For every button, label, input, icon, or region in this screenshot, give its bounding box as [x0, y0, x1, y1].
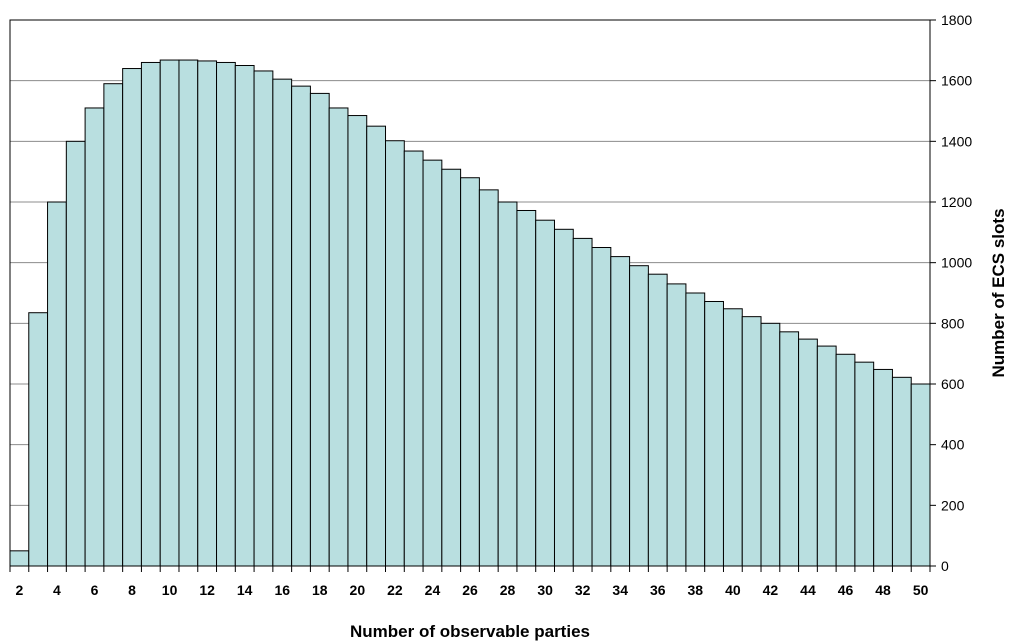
bar-37 [666, 283, 687, 567]
x-tick-label: 42 [763, 582, 779, 598]
bar-13 [216, 61, 236, 567]
bar-31 [553, 228, 574, 567]
bar-45 [816, 345, 837, 567]
y-tick-label: 1800 [941, 12, 972, 28]
bar-17 [291, 85, 311, 567]
bar-20 [347, 115, 368, 567]
bar-44 [798, 338, 818, 567]
bar-2 [9, 550, 30, 567]
y-tick-label: 400 [941, 437, 965, 453]
x-tick-label: 26 [462, 582, 478, 598]
x-tick-label: 24 [425, 582, 441, 598]
x-tick-label: 12 [199, 582, 215, 598]
x-tick-label: 32 [575, 582, 591, 598]
bar-28 [497, 201, 518, 567]
bar-9 [140, 61, 161, 567]
bar-38 [685, 292, 706, 567]
y-tick-label: 1600 [941, 73, 972, 89]
bar-11 [178, 59, 199, 567]
x-tick-label: 38 [688, 582, 704, 598]
bar-26 [460, 177, 480, 567]
x-axis-ticks: 2 4 6 8 10 12 14 16 18 20 22 24 26 28 30 32 34 36 38 40 42 44… [9, 566, 931, 598]
y-tick-label: 600 [941, 376, 965, 392]
bar-43 [779, 331, 800, 567]
bar-47 [854, 361, 875, 567]
y-tick-label: 1200 [941, 194, 972, 210]
bar-4 [47, 201, 67, 567]
bar-8 [122, 68, 142, 567]
x-tick-label: 14 [237, 582, 253, 598]
x-tick-label: 34 [612, 582, 628, 598]
bar-46 [835, 353, 856, 567]
y-axis-ticks: 0 200 400 600 800 1000 1200 1400 1600 1800 [930, 12, 972, 574]
bar-30 [535, 219, 555, 567]
bar-16 [272, 78, 293, 567]
bar-5 [65, 140, 86, 567]
bar-50 [910, 383, 931, 567]
x-tick-label: 28 [500, 582, 516, 598]
x-tick-label: 40 [725, 582, 741, 598]
x-tick-label: 50 [913, 582, 929, 598]
bar-49 [891, 376, 912, 567]
bar-32 [572, 237, 593, 567]
bars [9, 59, 931, 567]
bar-34 [610, 256, 631, 567]
y-tick-label: 1400 [941, 133, 972, 149]
bar-25 [441, 168, 462, 567]
bar-22 [385, 140, 405, 567]
x-tick-label: 16 [274, 582, 290, 598]
bar-24 [422, 159, 443, 567]
x-tick-label: 4 [53, 582, 61, 598]
x-tick-label: 20 [350, 582, 366, 598]
bar-40 [722, 308, 743, 567]
plot-frame [9, 19, 931, 567]
bar-35 [629, 265, 649, 567]
bar-15 [253, 70, 274, 567]
bar-14 [234, 65, 255, 567]
x-tick-label: 30 [537, 582, 553, 598]
bar-48 [873, 368, 893, 567]
bar-27 [478, 189, 499, 567]
x-tick-label: 2 [15, 582, 23, 598]
x-axis-title: Number of observable parties [350, 622, 590, 641]
x-tick-label: 8 [128, 582, 136, 598]
x-tick-label: 22 [387, 582, 403, 598]
bar-29 [516, 209, 537, 567]
bar-3 [28, 312, 49, 567]
x-tick-label: 36 [650, 582, 666, 598]
x-tick-label: 46 [838, 582, 854, 598]
bar-39 [704, 300, 724, 567]
bar-23 [403, 150, 424, 567]
bar-41 [741, 316, 762, 567]
x-tick-label: 10 [162, 582, 178, 598]
bar-36 [647, 273, 668, 567]
y-axis-title: Number of ECS slots [989, 208, 1008, 377]
y-tick-label: 200 [941, 497, 965, 513]
bar-7 [103, 83, 124, 567]
bar-10 [159, 59, 180, 567]
y-tick-label: 1000 [941, 255, 972, 271]
y-tick-label: 0 [941, 558, 949, 574]
bar-18 [309, 92, 330, 567]
y-tick-label: 800 [941, 315, 965, 331]
x-tick-label: 6 [91, 582, 99, 598]
bar-21 [366, 125, 387, 567]
bar-12 [197, 60, 218, 567]
x-tick-label: 44 [800, 582, 816, 598]
x-tick-label: 18 [312, 582, 328, 598]
bar-33 [591, 247, 612, 567]
bar-6 [84, 107, 105, 567]
bar-19 [328, 107, 349, 567]
bar-42 [760, 322, 781, 567]
x-tick-label: 48 [875, 582, 891, 598]
